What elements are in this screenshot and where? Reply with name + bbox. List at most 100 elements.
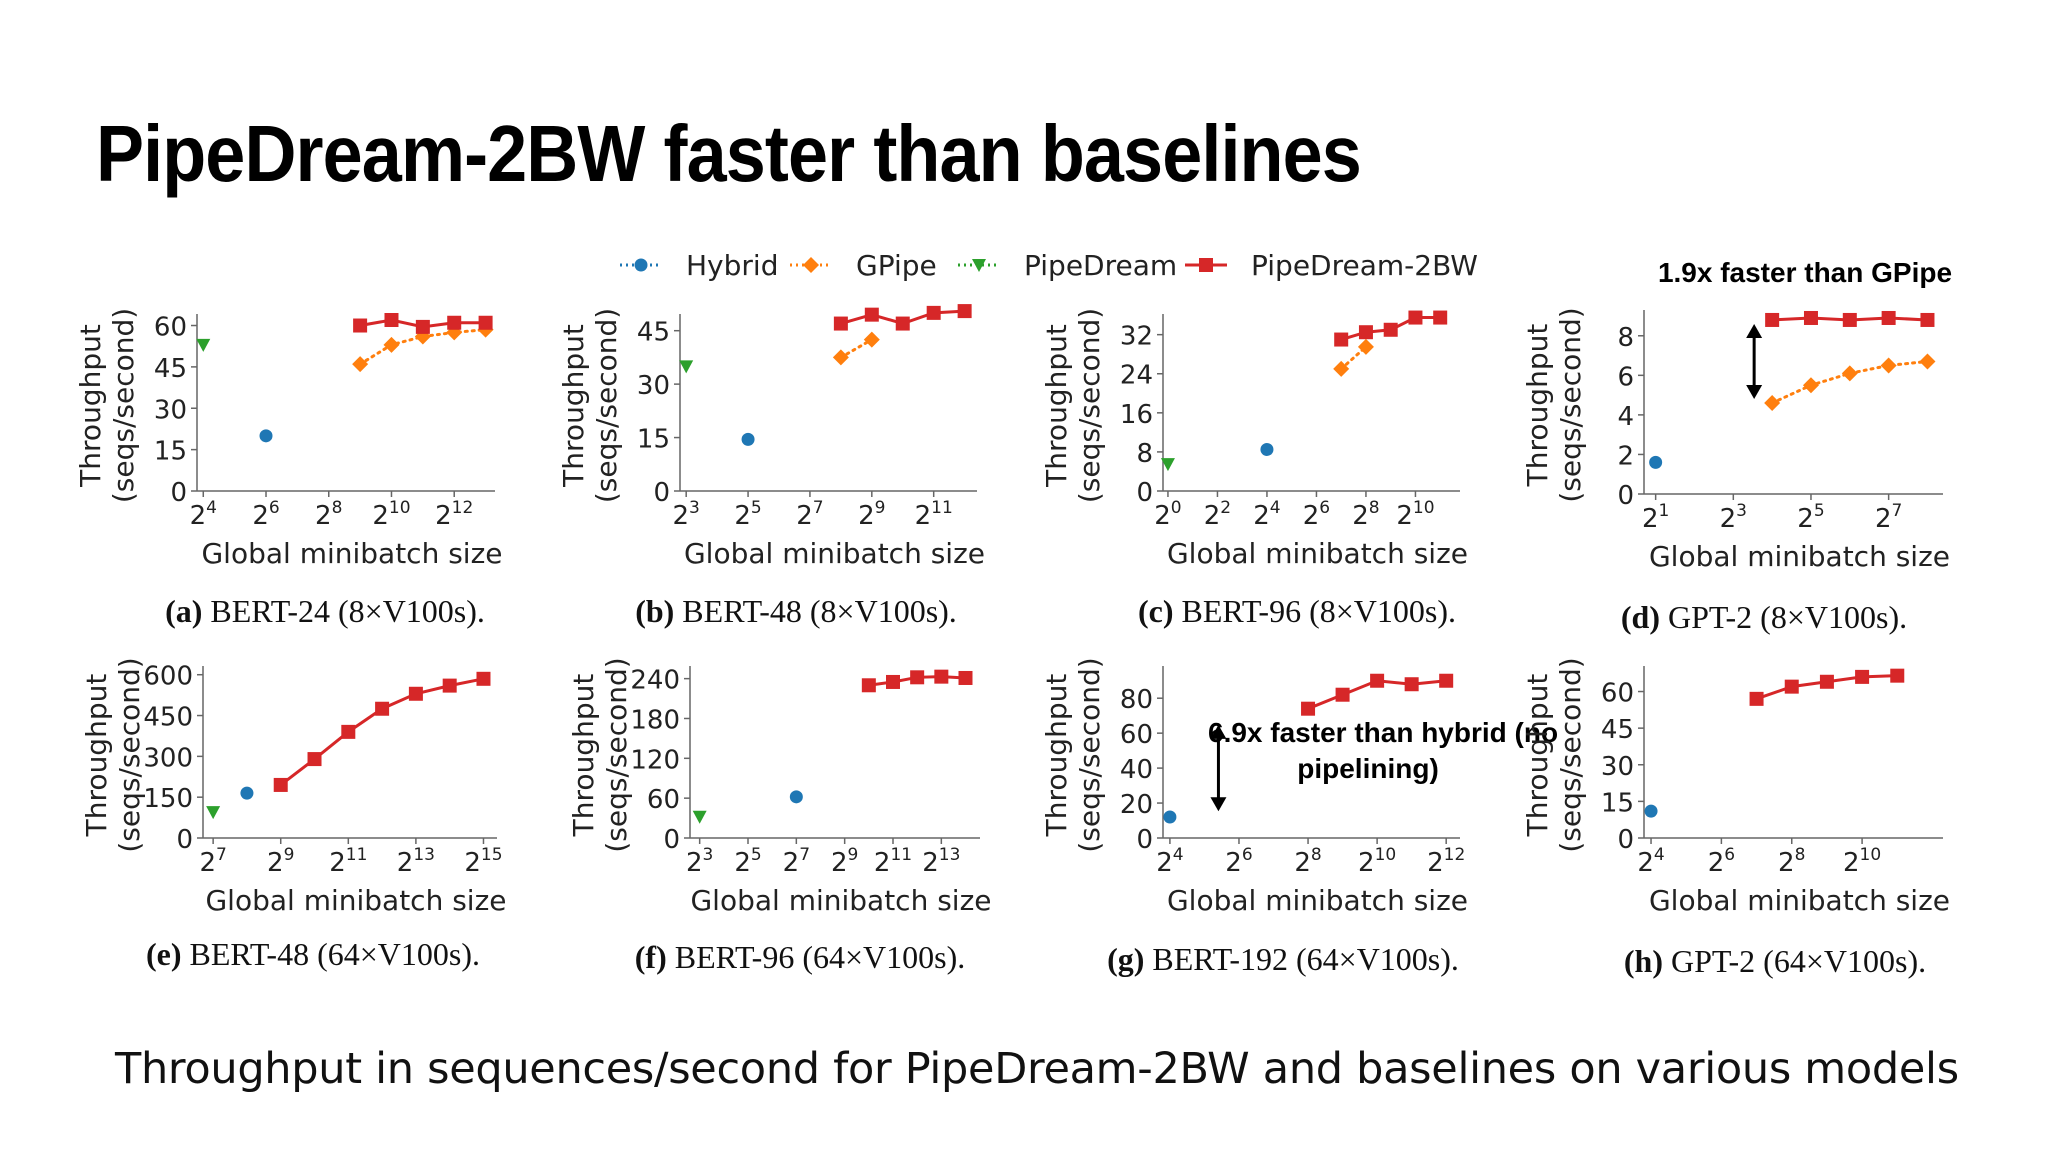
annotation-arrow-head-up xyxy=(1210,724,1227,739)
data-point-pipedream-2bw xyxy=(833,316,848,331)
y-tick-label: 45 xyxy=(154,354,187,384)
y-axis-label: Throughput(seqs/second) xyxy=(1521,657,1587,852)
y-axis-label: Throughput(seqs/second) xyxy=(1521,307,1587,502)
y-tick-label: 45 xyxy=(637,318,670,348)
data-point-pipedream-2bw xyxy=(1803,310,1818,325)
data-point-pipedream-2bw xyxy=(1301,701,1316,716)
data-point-gpipe xyxy=(1841,365,1858,382)
data-point-pipedream-2bw xyxy=(1408,310,1423,325)
data-point-hybrid xyxy=(789,790,803,804)
data-point-pipedream-2bw xyxy=(1749,691,1764,706)
data-point-pipedream-2bw xyxy=(1784,679,1799,694)
legend-marker-pipedream xyxy=(972,259,986,272)
y-tick-label: 0 xyxy=(653,478,670,508)
x-tick-label: 28 xyxy=(1778,845,1805,878)
data-point-pipedream-2bw xyxy=(1335,687,1350,702)
x-axis-label: Global minibatch size xyxy=(684,537,985,570)
y-tick-label: 40 xyxy=(1120,755,1153,785)
x-tick-label: 211 xyxy=(329,845,367,878)
series-hybrid xyxy=(1260,442,1274,456)
x-tick-label: 210 xyxy=(1843,845,1881,878)
data-point-gpipe xyxy=(832,349,849,366)
series-hybrid xyxy=(789,790,803,804)
x-tick-label: 23 xyxy=(1720,501,1747,534)
y-tick-label: 60 xyxy=(647,785,680,815)
data-point-pipedream-2bw xyxy=(934,669,949,684)
data-point-hybrid xyxy=(741,432,755,446)
data-point-pipedream-2bw xyxy=(384,313,399,327)
y-tick-label: 180 xyxy=(630,705,680,735)
legend-label-pipedream: PipeDream xyxy=(1024,249,1177,282)
data-point-pipedream-2bw xyxy=(910,670,925,685)
x-axis-label: Global minibatch size xyxy=(1649,540,1950,573)
x-tick-label: 210 xyxy=(372,498,410,531)
y-tick-label: 8 xyxy=(1136,439,1153,469)
data-point-pipedream-2bw xyxy=(1433,310,1448,325)
y-axis-label: Throughput(seqs/second) xyxy=(1040,308,1106,503)
series-hybrid xyxy=(240,786,254,800)
x-tick-label: 28 xyxy=(1352,498,1379,531)
y-tick-label: 60 xyxy=(154,313,187,343)
series-pipedream xyxy=(679,360,694,374)
data-point-gpipe xyxy=(863,331,880,348)
data-point-pipedream-2bw xyxy=(415,319,430,334)
data-point-pipedream xyxy=(1160,458,1175,472)
series-line-gpipe xyxy=(839,338,874,359)
data-point-pipedream-2bw xyxy=(478,315,493,330)
series-hybrid xyxy=(1649,455,1663,469)
data-point-pipedream-2bw xyxy=(1370,673,1385,688)
x-axis-label: Global minibatch size xyxy=(1167,884,1468,917)
x-tick-label: 213 xyxy=(922,845,960,878)
data-point-pipedream xyxy=(196,338,211,352)
x-tick-label: 29 xyxy=(831,845,858,878)
data-point-pipedream-2bw xyxy=(307,752,322,767)
panel-caption: (b) BERT-48 (8×V100s). xyxy=(635,593,957,629)
data-point-pipedream-2bw xyxy=(447,315,462,330)
y-tick-label: 60 xyxy=(1120,720,1153,750)
data-point-pipedream-2bw xyxy=(957,304,972,319)
data-point-pipedream-2bw xyxy=(1765,312,1780,327)
data-point-pipedream-2bw xyxy=(353,318,368,333)
x-axis-label: Global minibatch size xyxy=(690,884,991,917)
x-tick-label: 29 xyxy=(267,845,294,878)
panel-b-bert-48-8-v100s: 0 15 30 45 23 25 27 29 211 Global minibatch size T… xyxy=(557,304,985,629)
panel-caption: (h) GPT-2 (64×V100s). xyxy=(1624,943,1926,979)
y-tick-label: 30 xyxy=(1601,752,1634,782)
data-point-gpipe xyxy=(383,336,400,353)
data-point-pipedream-2bw xyxy=(1383,322,1398,337)
y-axis-label: Throughput(seqs/second) xyxy=(80,657,146,852)
data-point-pipedream-2bw xyxy=(895,316,910,331)
annotation-arrow-head-down xyxy=(1746,385,1763,400)
panel-caption: (g) BERT-192 (64×V100s). xyxy=(1107,941,1459,977)
x-tick-label: 28 xyxy=(1294,845,1321,878)
y-tick-label: 24 xyxy=(1120,361,1153,391)
series-gpipe xyxy=(832,331,880,366)
data-point-pipedream xyxy=(679,360,694,374)
panel-f-bert-96-64-v100s: 0 60 120 180 240 23 25 27 29 211 213 Global minibat… xyxy=(567,657,992,975)
annotation-text: 1.9x faster than GPipe xyxy=(1658,257,1952,288)
data-point-hybrid xyxy=(1260,442,1274,456)
panel-h-gpt-2-64-v100s: 0 15 30 45 60 24 26 28 210 Global minibatch size T… xyxy=(1521,657,1950,979)
data-point-hybrid xyxy=(1644,804,1658,818)
data-point-pipedream-2bw xyxy=(408,686,423,701)
x-axis-label: Global minibatch size xyxy=(1167,537,1468,570)
data-point-pipedream-2bw xyxy=(273,777,288,792)
y-tick-label: 30 xyxy=(154,395,187,425)
data-point-pipedream xyxy=(692,810,707,824)
panel-caption: (a) BERT-24 (8×V100s). xyxy=(165,593,485,629)
data-point-gpipe xyxy=(1764,395,1781,412)
data-point-pipedream-2bw xyxy=(476,671,491,686)
x-tick-label: 23 xyxy=(673,498,700,531)
series-hybrid xyxy=(1163,810,1177,824)
series-hybrid xyxy=(1644,804,1658,818)
annotation-text: 6.9x faster than hybrid (no xyxy=(1208,717,1558,748)
series-pipedream xyxy=(196,338,211,352)
data-point-gpipe xyxy=(1802,377,1819,394)
x-tick-label: 22 xyxy=(1204,498,1231,531)
panel-caption: (e) BERT-48 (64×V100s). xyxy=(146,936,480,972)
x-tick-label: 213 xyxy=(397,845,435,878)
x-tick-label: 21 xyxy=(1642,501,1669,534)
y-tick-label: 0 xyxy=(663,825,680,855)
slide-caption: Throughput in sequences/second for PipeD… xyxy=(115,1044,1959,1094)
data-point-pipedream-2bw xyxy=(1842,312,1857,327)
